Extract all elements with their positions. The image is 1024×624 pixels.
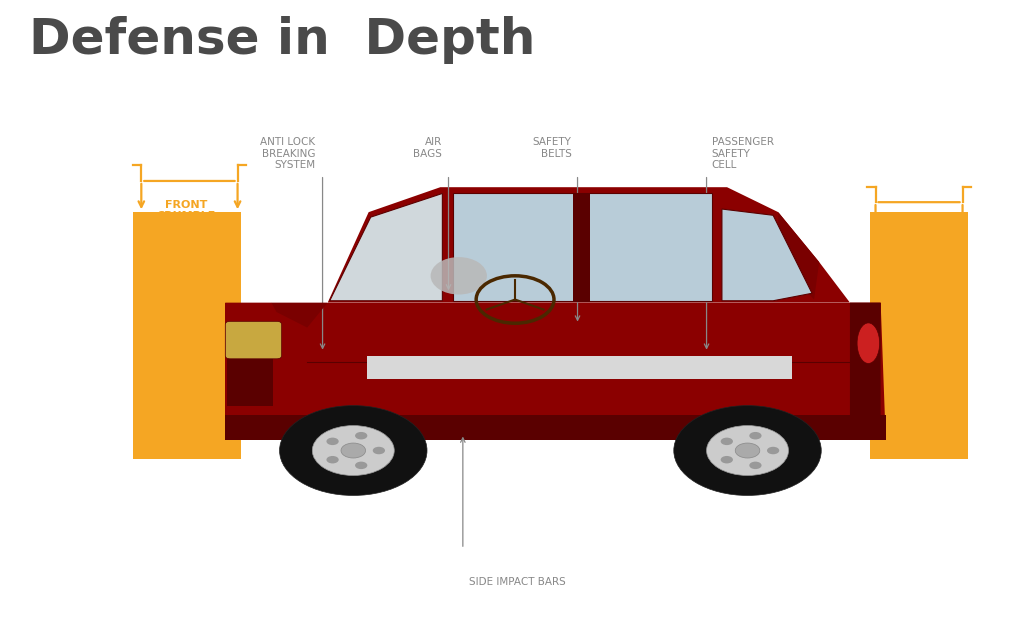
Circle shape xyxy=(327,437,339,445)
Circle shape xyxy=(735,443,760,458)
Text: PASSENGER
SAFETY
CELL: PASSENGER SAFETY CELL xyxy=(712,137,774,170)
Text: Defense in  Depth: Defense in Depth xyxy=(29,16,536,64)
Text: SAFETY
BELTS: SAFETY BELTS xyxy=(532,137,571,159)
Bar xyxy=(307,421,855,440)
Polygon shape xyxy=(778,212,819,300)
Circle shape xyxy=(707,426,788,475)
Circle shape xyxy=(373,447,385,454)
Bar xyxy=(133,212,241,459)
Polygon shape xyxy=(453,193,712,301)
Circle shape xyxy=(341,443,366,458)
Circle shape xyxy=(721,456,733,464)
Bar xyxy=(573,193,590,301)
Circle shape xyxy=(327,456,339,464)
Circle shape xyxy=(767,447,779,454)
Circle shape xyxy=(312,426,394,475)
Text: SIDE IMPACT BARS: SIDE IMPACT BARS xyxy=(469,577,565,587)
Bar xyxy=(225,415,886,440)
Text: FRONT
CRUMPLE
ZONE: FRONT CRUMPLE ZONE xyxy=(157,200,216,233)
Ellipse shape xyxy=(430,257,487,295)
Circle shape xyxy=(750,462,762,469)
Ellipse shape xyxy=(857,323,880,363)
Circle shape xyxy=(355,462,368,469)
Circle shape xyxy=(355,432,368,439)
Polygon shape xyxy=(330,193,442,301)
Bar xyxy=(367,356,792,379)
Polygon shape xyxy=(819,262,881,440)
Text: ANTI LOCK
BREAKING
SYSTEM: ANTI LOCK BREAKING SYSTEM xyxy=(260,137,315,170)
Circle shape xyxy=(280,406,427,495)
Text: AIR
BAGS: AIR BAGS xyxy=(414,137,442,159)
Polygon shape xyxy=(271,303,328,328)
Bar xyxy=(227,356,273,406)
Text: REAR
CRUMPLE
ZONE: REAR CRUMPLE ZONE xyxy=(890,222,949,255)
Circle shape xyxy=(721,437,733,445)
Circle shape xyxy=(750,432,762,439)
Polygon shape xyxy=(722,209,812,301)
Circle shape xyxy=(674,406,821,495)
Polygon shape xyxy=(225,303,307,440)
Polygon shape xyxy=(850,303,886,440)
FancyBboxPatch shape xyxy=(225,321,282,359)
Bar xyxy=(870,212,968,459)
Bar xyxy=(225,303,881,440)
Polygon shape xyxy=(307,187,850,303)
